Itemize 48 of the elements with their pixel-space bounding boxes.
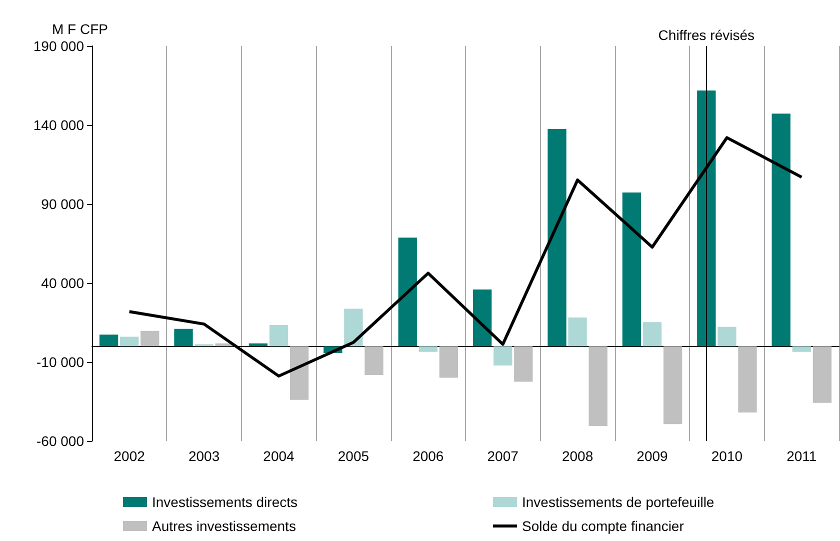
bar	[568, 317, 587, 346]
bar	[439, 346, 458, 378]
y-tick-label: 190 000	[33, 38, 84, 54]
bar	[364, 346, 384, 375]
bar	[99, 334, 118, 346]
x-tick-label: 2008	[562, 448, 594, 464]
x-tick-label: 2009	[636, 448, 668, 464]
bar	[120, 336, 139, 346]
x-tick-label: 2003	[188, 448, 220, 464]
x-tick-label: 2006	[412, 448, 444, 464]
y-tick-label: -60 000	[36, 433, 84, 449]
bar	[398, 238, 417, 346]
bar	[772, 114, 790, 346]
x-tick-label: 2002	[114, 448, 146, 464]
legend-label: Investissements de portefeuille	[522, 494, 714, 510]
x-tick-label: 2004	[263, 448, 295, 464]
y-tick-label: 140 000	[33, 117, 84, 133]
y-tick-label: 40 000	[41, 275, 84, 291]
legend-label: Autres investissements	[152, 518, 296, 534]
y-tick-label: -10 000	[36, 354, 84, 370]
bar	[718, 326, 736, 346]
bar	[174, 328, 193, 346]
bar	[290, 346, 309, 400]
bar	[140, 330, 160, 346]
bar	[588, 346, 608, 426]
bar	[812, 346, 832, 403]
bar	[548, 128, 566, 346]
bar	[738, 346, 757, 413]
y-tick-label: 90 000	[41, 196, 84, 212]
bar	[344, 308, 363, 346]
bar	[697, 90, 716, 346]
bar	[494, 346, 512, 366]
bar	[792, 346, 811, 352]
x-tick-label: 2010	[711, 448, 743, 464]
ref-line-label: Chiffres révisés	[658, 27, 755, 43]
bar	[514, 346, 533, 382]
bar	[663, 346, 682, 424]
x-tick-label: 2005	[338, 448, 370, 464]
x-tick-label: 2007	[487, 448, 519, 464]
y-axis-title: M F CFP	[52, 21, 108, 37]
bar	[642, 322, 662, 346]
legend-label: Investissements directs	[152, 494, 298, 510]
bar	[622, 192, 642, 346]
bar	[472, 289, 492, 346]
bar	[418, 346, 438, 352]
legend-label: Solde du compte financier	[522, 518, 684, 534]
bar	[269, 325, 288, 346]
x-tick-label: 2011	[786, 448, 817, 464]
